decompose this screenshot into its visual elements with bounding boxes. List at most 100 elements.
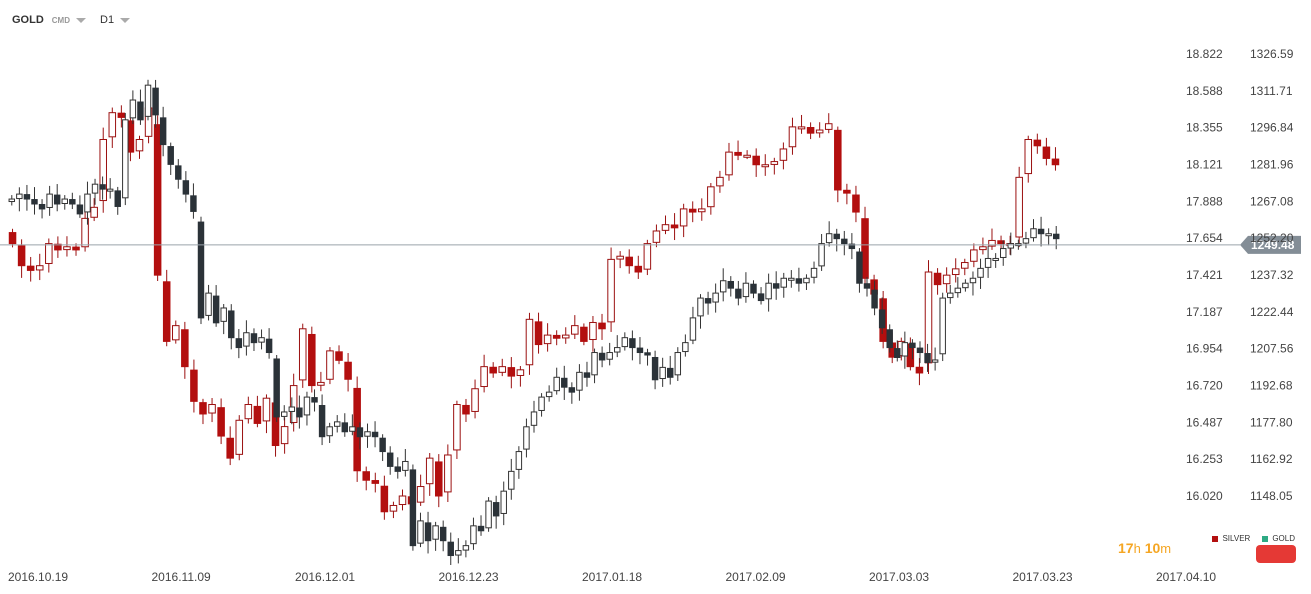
gold-candle [750, 280, 757, 299]
candle-body [719, 280, 727, 293]
silver-candle [1024, 135, 1033, 183]
candle-body [250, 333, 258, 344]
candle-body [712, 292, 719, 303]
candle-body [629, 338, 636, 349]
silver-axis-tick: 16.954 [1186, 342, 1223, 356]
candle-body [46, 193, 53, 208]
candle-body [341, 422, 349, 433]
candle-body [61, 198, 68, 205]
gold-candle [303, 391, 311, 426]
candle-body [54, 243, 62, 251]
candle-body [636, 347, 644, 354]
gold-candle [803, 274, 810, 290]
gold-candle [962, 279, 969, 292]
silver-candle [761, 154, 770, 176]
silver-candle [453, 400, 461, 459]
silver-candle [634, 255, 643, 279]
legend-item-gold[interactable]: GOLD [1262, 534, 1295, 543]
gold-candle [99, 176, 106, 200]
candle-body [280, 426, 289, 445]
candle-body [734, 151, 742, 156]
silver-candle [834, 126, 842, 203]
silver-candle [507, 357, 516, 389]
silver-candle [444, 444, 452, 502]
candle-body [417, 520, 424, 544]
silver-candle [670, 213, 679, 241]
gold-candle [508, 458, 515, 500]
candle-body [439, 526, 447, 542]
candle-body [144, 84, 152, 117]
candle-body [553, 376, 560, 392]
candle-body [742, 282, 750, 298]
silver-candle [172, 320, 180, 344]
gold-candle [659, 357, 666, 387]
gold-candle [122, 113, 129, 206]
candle-body [1033, 139, 1042, 147]
silver-candle [54, 236, 62, 258]
candle-countdown: 17h 10m [1118, 540, 1171, 556]
legend-item-silver[interactable]: SILVER [1212, 534, 1250, 543]
gold-candle [553, 367, 560, 395]
candle-body [356, 427, 364, 438]
gold-candle [614, 335, 621, 358]
candle-body [8, 232, 17, 245]
candle-body [228, 310, 235, 339]
candle-body [1042, 146, 1051, 159]
candle-body [939, 297, 946, 355]
gold-axis-tick: 1237.32 [1250, 268, 1294, 282]
gold-candle [273, 355, 280, 422]
silver-candle [779, 142, 788, 170]
candle-body [616, 255, 624, 260]
candle-body [63, 246, 71, 251]
candle-body [181, 329, 189, 368]
candle-body [644, 352, 651, 356]
silver-candle [725, 142, 733, 181]
candle-body [152, 87, 159, 116]
silver-axis-tick: 16.020 [1186, 489, 1223, 503]
candle-body [735, 288, 742, 299]
candle-body [841, 238, 848, 245]
silver-candle [190, 359, 198, 413]
silver-candle [534, 312, 543, 354]
candle-body [977, 267, 984, 278]
gold-candle [409, 464, 417, 551]
timeframe-label[interactable]: D1 [100, 14, 115, 26]
candle-body [16, 193, 23, 200]
gold-axis-tick: 1252.20 [1250, 231, 1294, 245]
candle-body [538, 396, 545, 411]
candle-body [652, 230, 661, 243]
gold-candle [159, 106, 167, 157]
candle-body [750, 283, 757, 294]
candle-body [500, 490, 507, 514]
gold-candle [931, 347, 939, 371]
candle-body [84, 193, 91, 213]
gold-candle [250, 328, 258, 351]
gold-axis-tick: 1162.92 [1250, 452, 1293, 466]
candle-body [444, 454, 452, 493]
gold-candle [455, 538, 462, 564]
candle-body [135, 138, 144, 152]
gold-candle [106, 178, 114, 199]
candle-body [810, 267, 818, 278]
candle-body [591, 352, 598, 376]
candle-body [525, 318, 534, 366]
candle-body [606, 352, 613, 360]
candle-body [273, 358, 280, 418]
silver-candle [815, 122, 824, 138]
candle-body [704, 298, 712, 304]
gold-candle [84, 181, 91, 225]
symbol-dropdown-caret-icon[interactable] [76, 17, 86, 23]
silver-axis-tick: 18.355 [1186, 121, 1223, 135]
candle-body [371, 480, 380, 484]
silver-candle [607, 247, 615, 332]
gold-axis-ticks: 1326.59 1311.71 1296.84 1281.96 1267.08 1252.… [1250, 47, 1294, 503]
alert-button[interactable] [1256, 545, 1296, 563]
candle-body [99, 138, 107, 202]
timeframe-dropdown-caret-icon[interactable] [120, 17, 131, 23]
candle-body [153, 124, 162, 276]
candle-body [661, 224, 670, 231]
symbol-label[interactable]: GOLD [12, 14, 44, 26]
gold-candle [371, 421, 379, 448]
candle-body [172, 325, 180, 341]
